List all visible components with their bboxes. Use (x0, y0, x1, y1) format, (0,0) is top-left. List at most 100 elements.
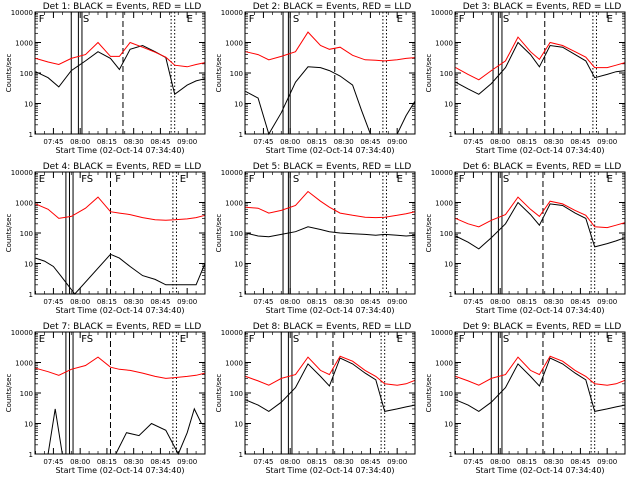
events-series-line (35, 407, 202, 456)
plot-frame (244, 11, 416, 135)
y-tick-label: 1 (239, 131, 243, 139)
y-tick-label: 1 (449, 451, 453, 459)
panel-title: Det 6: BLACK = Events, RED = LLD (463, 162, 622, 172)
panel-det-7: Det 7: BLACK = Events, RED = LLD 1 10 100 10… (5, 322, 206, 475)
y-axis-label: Counts/sec (215, 374, 223, 413)
events-series-line (455, 41, 626, 95)
panel-det-4: Det 4: BLACK = Events, RED = LLD 1 10 100 10… (5, 162, 206, 315)
x-axis-label: Start Time (02-Oct-14 07:34:40) (265, 466, 394, 475)
lld-series-line (455, 355, 626, 386)
x-tick-label: 07:45 (43, 138, 63, 146)
y-tick-label: 10 (24, 421, 33, 429)
x-tick-label: 08:00 (280, 138, 300, 146)
x-tick-label: 09:00 (387, 138, 407, 146)
x-tick-label: 08:30 (124, 458, 144, 466)
region-label: E (397, 174, 403, 185)
x-tick-label: 09:00 (387, 298, 407, 306)
x-tick-label: 08:45 (150, 298, 170, 306)
plot-frame (34, 331, 206, 455)
y-tick-label: 1000 (435, 360, 453, 368)
y-tick-label: 10000 (11, 329, 33, 337)
region-label: S (293, 174, 299, 185)
region-label: F (249, 14, 255, 25)
region-label: F (459, 334, 465, 345)
panel-title: Det 9: BLACK = Events, RED = LLD (463, 322, 622, 332)
y-tick-label: 1000 (15, 200, 33, 208)
x-tick-label: 08:15 (517, 298, 537, 306)
panel-det-5: Det 5: BLACK = Events, RED = LLD 1 10 100 10… (215, 162, 416, 315)
x-tick-label: 08:30 (334, 138, 354, 146)
events-series-line (455, 201, 626, 250)
panel-title: Det 7: BLACK = Events, RED = LLD (43, 322, 202, 332)
x-tick-label: 07:45 (253, 138, 273, 146)
region-label: E (607, 334, 613, 345)
region-label: E (397, 334, 403, 345)
x-tick-label: 08:45 (150, 458, 170, 466)
x-tick-label: 08:45 (360, 138, 380, 146)
y-tick-label: 1000 (225, 360, 243, 368)
x-axis-label: Start Time (02-Oct-14 07:34:40) (265, 146, 394, 155)
x-tick-label: 08:00 (490, 298, 510, 306)
plot-frame (454, 171, 626, 295)
panel-title: Det 3: BLACK = Events, RED = LLD (463, 2, 622, 12)
y-tick-label: 1000 (15, 40, 33, 48)
x-tick-label: 08:00 (70, 458, 90, 466)
y-tick-label: 10000 (431, 9, 453, 17)
plot-frame (454, 331, 626, 455)
region-label: F (249, 334, 255, 345)
x-tick-label: 07:45 (253, 458, 273, 466)
y-tick-label: 100 (230, 230, 243, 238)
region-label: S (83, 14, 89, 25)
region-label: E (397, 14, 403, 25)
lld-series-line (35, 41, 206, 68)
x-tick-label: 09:00 (387, 458, 407, 466)
panel-det-9: Det 9: BLACK = Events, RED = LLD 1 10 100 10… (425, 322, 626, 475)
x-tick-label: 08:15 (307, 298, 327, 306)
x-tick-label: 09:00 (177, 298, 197, 306)
events-series-line (35, 253, 206, 295)
y-tick-label: 100 (20, 70, 33, 78)
x-tick-label: 09:00 (597, 458, 617, 466)
y-tick-label: 1000 (435, 40, 453, 48)
y-tick-label: 10000 (221, 9, 243, 17)
y-tick-label: 1 (239, 291, 243, 299)
events-series-line (245, 357, 416, 412)
x-tick-label: 08:15 (97, 138, 117, 146)
panel-det-3: Det 3: BLACK = Events, RED = LLD 1 10 100 10… (425, 2, 626, 155)
x-axis-label: Start Time (02-Oct-14 07:34:40) (475, 306, 604, 315)
x-tick-label: 08:45 (570, 458, 590, 466)
y-axis-label: Counts/sec (5, 374, 13, 413)
region-label: E (607, 14, 613, 25)
x-tick-label: 08:00 (280, 458, 300, 466)
y-tick-label: 10000 (431, 169, 453, 177)
y-tick-label: 10 (234, 421, 243, 429)
lld-series-line (455, 36, 626, 81)
region-label: E (39, 174, 45, 185)
lld-series-line (245, 190, 416, 219)
x-axis-label: Start Time (02-Oct-14 07:34:40) (55, 146, 184, 155)
x-tick-label: 09:00 (177, 138, 197, 146)
y-tick-label: 100 (20, 230, 33, 238)
x-tick-label: 07:45 (43, 458, 63, 466)
x-tick-label: 08:00 (70, 298, 90, 306)
x-tick-label: 08:30 (544, 458, 564, 466)
plot-frame (244, 331, 416, 455)
y-axis-label: Counts/sec (425, 374, 433, 413)
plot-frame (34, 171, 206, 295)
y-tick-label: 10000 (11, 9, 33, 17)
lld-series-line (245, 31, 416, 62)
x-tick-label: 08:30 (334, 458, 354, 466)
x-tick-label: 08:45 (150, 138, 170, 146)
y-tick-label: 10 (444, 261, 453, 269)
x-tick-label: 08:30 (124, 138, 144, 146)
region-label: F (459, 174, 465, 185)
y-axis-label: Counts/sec (5, 54, 13, 93)
x-tick-label: 07:45 (43, 298, 63, 306)
region-label: E (180, 174, 186, 185)
region-label: S (293, 334, 299, 345)
x-tick-label: 09:00 (597, 298, 617, 306)
x-tick-label: 08:45 (570, 298, 590, 306)
x-tick-label: 08:00 (490, 458, 510, 466)
x-tick-label: 08:15 (517, 138, 537, 146)
